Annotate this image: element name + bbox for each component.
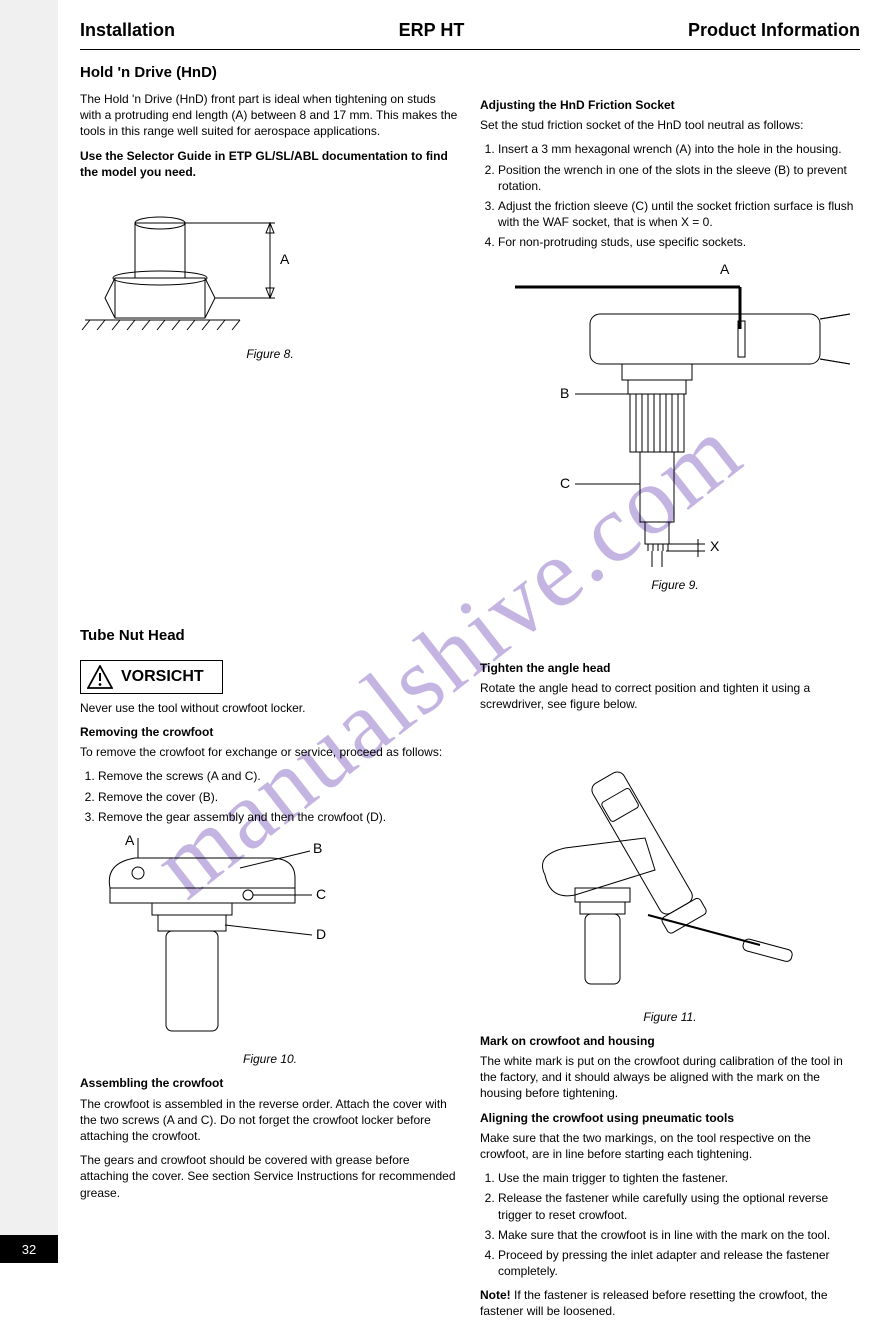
list-item: Proceed by pressing the inlet adapter an… (498, 1247, 860, 1279)
page-content: Installation ERP HT Product Information … (80, 20, 860, 1328)
figure-10-caption: Figure 10. (80, 1051, 460, 1067)
header-manual-title: Product Information (688, 20, 860, 41)
list-item: Insert a 3 mm hexagonal wrench (A) into … (498, 141, 860, 157)
align-intro: Make sure that the two markings, on the … (480, 1130, 860, 1162)
adjust-friction-subhead: Adjusting the HnD Friction Socket (480, 97, 860, 113)
section2-columns: VORSICHT Never use the tool without crow… (80, 654, 860, 1328)
section2: Tube Nut Head VORSICHT Never use the too… (80, 627, 860, 1328)
header-section: Installation (80, 20, 175, 41)
hnd-selector-note: Use the Selector Guide in ETP GL/SL/ABL … (80, 148, 460, 180)
list-item: Adjust the friction sleeve (C) until the… (498, 198, 860, 230)
figure-11: Figure 11. (480, 720, 860, 1024)
caution-text: Never use the tool without crowfoot lock… (80, 700, 460, 716)
page-number-box: 32 (0, 1235, 58, 1263)
mark-subhead: Mark on crowfoot and housing (480, 1033, 860, 1049)
note-label: Note! (480, 1288, 511, 1302)
adjust-friction-lead: Set the stud friction socket of the HnD … (480, 117, 860, 133)
list-item: Remove the cover (B). (98, 789, 460, 805)
list-item: Release the fastener while carefully usi… (498, 1190, 860, 1222)
figure-9-caption: Figure 9. (490, 577, 860, 593)
tighten-intro: Rotate the angle head to correct positio… (480, 680, 860, 712)
figure-8-caption: Figure 8. (80, 346, 460, 362)
figure-10: A B C D Figur (80, 833, 460, 1067)
svg-text:B: B (313, 840, 322, 856)
mark-text: The white mark is put on the crowfoot du… (480, 1053, 860, 1102)
figure-8: A Figure 8. (80, 188, 460, 362)
left-margin-band (0, 0, 58, 1263)
section-title-tubenut: Tube Nut Head (80, 627, 860, 644)
list-item: Use the main trigger to tighten the fast… (498, 1170, 860, 1186)
section-title-hnd: Hold 'n Drive (HnD) (80, 64, 860, 81)
header-manual-code: ERP HT (399, 20, 465, 41)
assembling-subhead: Assembling the crowfoot (80, 1075, 460, 1091)
hnd-intro: The Hold 'n Drive (HnD) front part is id… (80, 91, 460, 140)
svg-text:D: D (316, 926, 326, 942)
section2-right-col: Tighten the angle head Rotate the angle … (480, 654, 860, 1328)
list-item: Position the wrench in one of the slots … (498, 162, 860, 194)
svg-text:C: C (560, 475, 570, 491)
align-subhead: Aligning the crowfoot using pneumatic to… (480, 1110, 860, 1126)
assembling-note: The crowfoot is assembled in the reverse… (80, 1096, 460, 1145)
figure-11-caption: Figure 11. (480, 1009, 860, 1025)
removing-intro: To remove the crowfoot for exchange or s… (80, 744, 460, 760)
removing-steps: Remove the screws (A and C). Remove the … (80, 768, 460, 825)
svg-text:X: X (710, 538, 720, 554)
warning-icon (87, 665, 113, 689)
list-item: Remove the screws (A and C). (98, 768, 460, 784)
removing-subhead: Removing the crowfoot (80, 724, 460, 740)
section2-left-col: VORSICHT Never use the tool without crow… (80, 654, 460, 1328)
svg-text:C: C (316, 886, 326, 902)
list-item: Make sure that the crowfoot is in line w… (498, 1227, 860, 1243)
grease-note: The gears and crowfoot should be covered… (80, 1152, 460, 1201)
svg-text:A: A (280, 251, 290, 267)
list-item: Remove the gear assembly and then the cr… (98, 809, 460, 825)
adjust-friction-steps: Insert a 3 mm hexagonal wrench (A) into … (480, 141, 860, 250)
svg-text:B: B (560, 385, 569, 401)
header-rule (80, 49, 860, 50)
list-item: For non-protruding studs, use specific s… (498, 234, 860, 250)
section1-left-col: The Hold 'n Drive (HnD) front part is id… (80, 91, 460, 601)
section1-right-col: Adjusting the HnD Friction Socket Set th… (480, 91, 860, 601)
svg-text:A: A (720, 261, 730, 277)
note: Note! If the fastener is released before… (480, 1287, 860, 1319)
note-text: If the fastener is released before reset… (480, 1288, 828, 1318)
caution-box: VORSICHT (80, 660, 223, 694)
section1-columns: The Hold 'n Drive (HnD) front part is id… (80, 91, 860, 601)
tighten-subhead: Tighten the angle head (480, 660, 860, 676)
caution-label: VORSICHT (121, 666, 204, 688)
page-header: Installation ERP HT Product Information (80, 20, 860, 41)
svg-text:A: A (125, 833, 135, 848)
figure-9: A (490, 259, 860, 593)
page-number: 32 (22, 1242, 36, 1257)
